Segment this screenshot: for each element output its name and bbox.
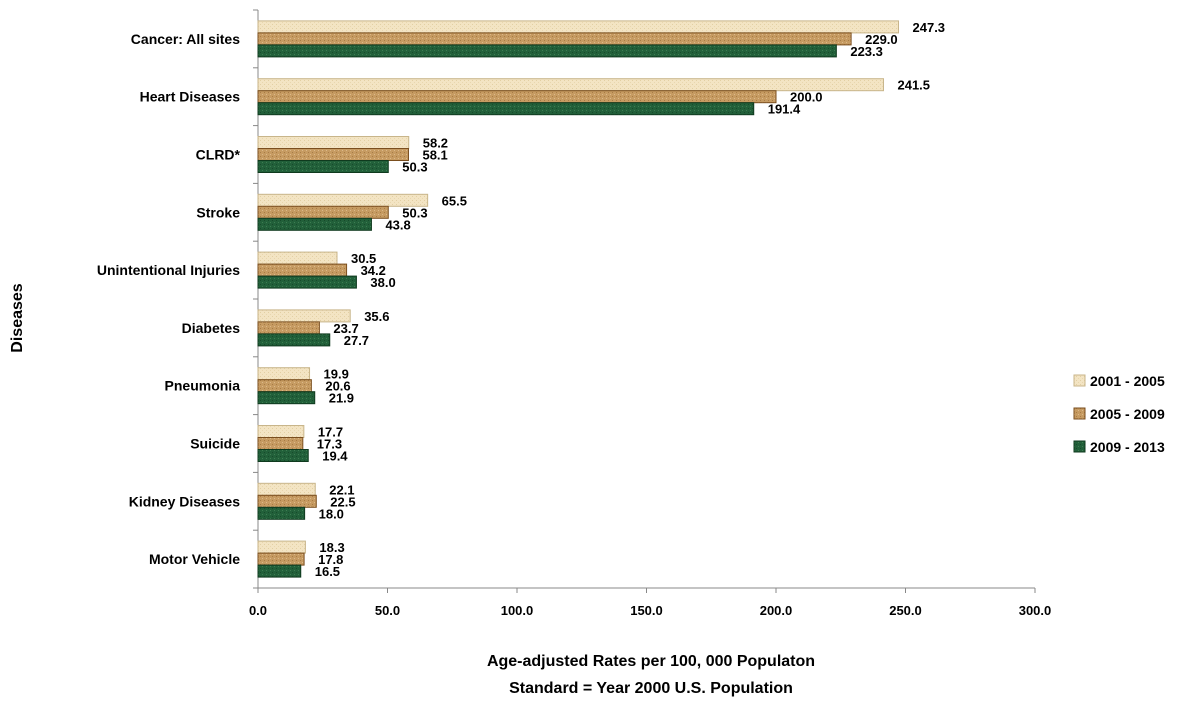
legend-swatch: [1073, 440, 1086, 453]
data-label: 50.3: [402, 205, 427, 220]
category-label: Motor Vehicle: [149, 551, 240, 567]
bar: [257, 321, 320, 335]
category-label: CLRD*: [196, 147, 241, 163]
bar: [257, 102, 755, 116]
data-label: 200.0: [790, 90, 823, 105]
legend-label: 2001 - 2005: [1090, 373, 1165, 389]
bar: [257, 506, 306, 520]
bar: [257, 205, 389, 219]
x-tick-label: 300.0: [1019, 603, 1052, 618]
legend-swatch: [1073, 374, 1086, 387]
data-label: 30.5: [351, 251, 376, 266]
bar: [257, 333, 331, 347]
data-label: 27.7: [344, 333, 369, 348]
data-label: 19.9: [324, 367, 349, 382]
x-axis-title-line1: Age-adjusted Rates per 100, 000 Populato…: [487, 653, 815, 670]
bar: [257, 20, 900, 34]
data-label: 50.3: [402, 160, 427, 175]
category-label: Unintentional Injuries: [97, 262, 240, 278]
bar: [257, 217, 372, 231]
bar: [257, 391, 316, 405]
bar: [257, 90, 777, 104]
data-label: 23.7: [333, 321, 358, 336]
y-axis-title: Diseases: [9, 283, 26, 352]
bar: [257, 552, 305, 566]
bar: [257, 44, 837, 58]
category-label: Diabetes: [182, 320, 241, 336]
bar: [257, 136, 410, 149]
data-label: 38.0: [370, 275, 395, 290]
data-label: 21.9: [329, 391, 354, 406]
data-label: 20.6: [325, 379, 350, 394]
plot-area: 0.0 50.0 100.0 150.0 200.0 250.0 300.0 Cancer: …: [97, 9, 1052, 618]
data-label: 241.5: [897, 78, 930, 93]
bar: [257, 251, 338, 265]
legend-label: 2009 - 2013: [1090, 439, 1165, 455]
bar: [257, 437, 304, 450]
legend: 2001 - 2005 2005 - 2009 2009 - 2013: [1073, 373, 1165, 455]
bar: [257, 367, 311, 381]
data-label: 19.4: [322, 449, 348, 464]
data-label: 17.8: [318, 552, 343, 567]
bar: [257, 564, 302, 578]
bar: [257, 275, 357, 289]
x-tick-label: 50.0: [375, 603, 400, 618]
category-label: Cancer: All sites: [131, 31, 240, 47]
bar: [257, 425, 305, 438]
category-label: Suicide: [190, 436, 240, 452]
category-label: Heart Diseases: [140, 89, 241, 105]
data-label: 35.6: [364, 309, 389, 324]
data-label: 58.2: [423, 136, 448, 151]
data-label: 191.4: [768, 102, 801, 117]
x-axis-title-line2: Standard = Year 2000 U.S. Population: [509, 680, 793, 697]
x-tick-label: 250.0: [889, 603, 922, 618]
data-label: 16.5: [315, 564, 340, 579]
data-label: 229.0: [865, 32, 898, 47]
data-label: 247.3: [913, 20, 946, 35]
data-label: 18.3: [319, 540, 344, 555]
data-label: 34.2: [361, 263, 386, 278]
bar: [257, 32, 852, 46]
data-label: 17.7: [318, 425, 343, 440]
data-label: 22.1: [329, 482, 354, 497]
bar: [257, 379, 312, 393]
x-tick-label: 0.0: [249, 603, 267, 618]
data-label: 65.5: [442, 193, 467, 208]
data-label: 43.8: [385, 217, 410, 232]
category-label: Kidney Diseases: [129, 493, 240, 509]
category-label: Pneumonia: [165, 378, 241, 394]
bar: [257, 482, 316, 496]
data-label: 223.3: [850, 44, 883, 59]
legend-label: 2005 - 2009: [1090, 406, 1165, 422]
legend-swatch: [1073, 407, 1086, 420]
data-label: 58.1: [422, 148, 447, 163]
x-tick-label: 200.0: [760, 603, 793, 618]
bar: [257, 449, 309, 462]
x-tick-label: 150.0: [630, 603, 663, 618]
bar: [257, 263, 348, 277]
bar: [257, 148, 409, 161]
bar: [257, 494, 317, 508]
data-label: 18.0: [319, 506, 344, 521]
bar: [257, 540, 306, 554]
data-label: 22.5: [330, 494, 355, 509]
x-tick-label: 100.0: [501, 603, 534, 618]
category-label: Stroke: [196, 204, 240, 220]
bar: [257, 160, 389, 173]
data-label: 17.3: [317, 437, 342, 452]
